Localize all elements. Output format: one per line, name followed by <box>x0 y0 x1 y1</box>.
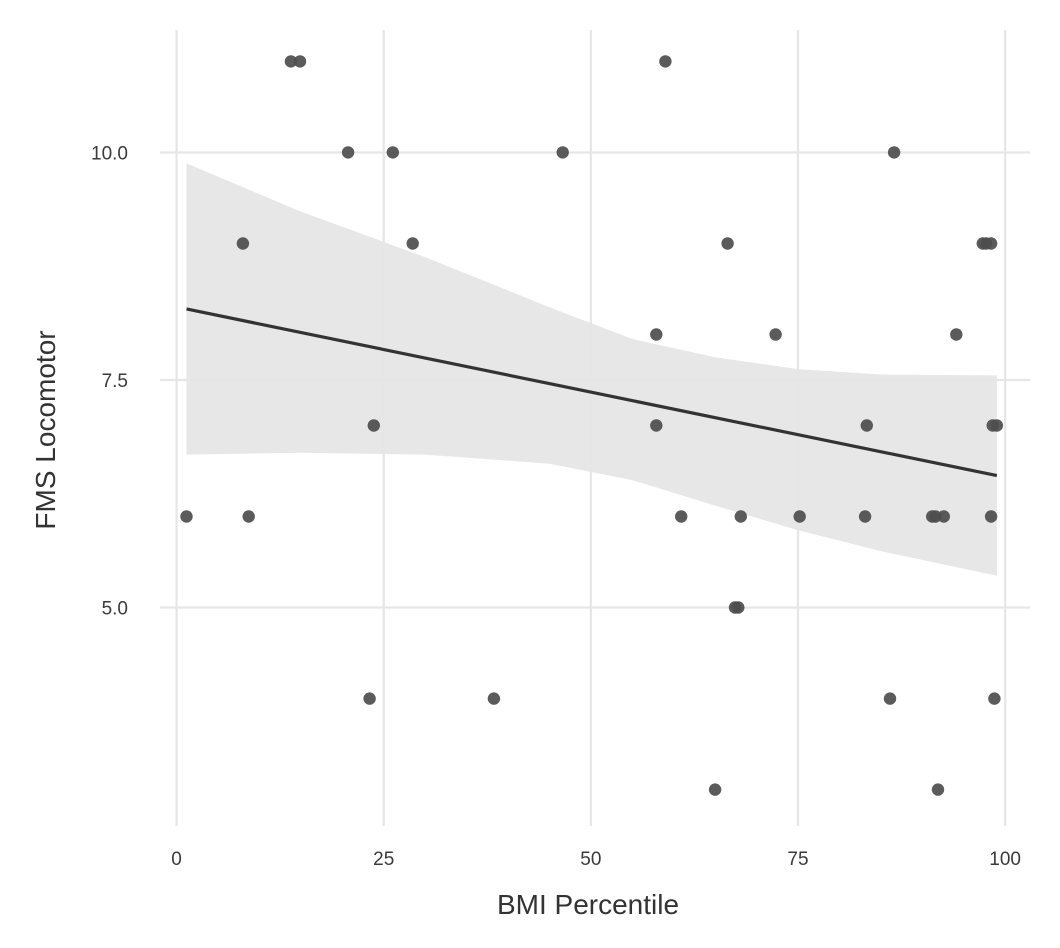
x-axis-title: BMI Percentile <box>497 889 679 920</box>
x-tick-label: 75 <box>787 849 808 870</box>
regression-line <box>186 307 998 478</box>
y-axis-title: FMS Locomotor <box>30 330 61 529</box>
data-point <box>708 783 722 796</box>
data-point <box>236 237 250 250</box>
data-point <box>487 692 501 705</box>
data-point <box>363 692 376 705</box>
confidence-band <box>186 163 997 576</box>
x-tick-label: 25 <box>373 849 394 870</box>
data-point <box>931 783 945 796</box>
x-axis-ticks: 0 25 50 75 100 <box>171 849 1021 870</box>
data-point <box>887 146 901 159</box>
data-points <box>180 55 1004 796</box>
data-point <box>650 419 663 432</box>
data-point <box>858 510 872 523</box>
data-point <box>341 146 355 159</box>
data-point <box>659 55 672 68</box>
data-point <box>937 510 950 523</box>
data-point <box>242 510 255 523</box>
data-point <box>293 55 307 68</box>
data-point <box>793 510 806 523</box>
data-point <box>386 146 399 159</box>
data-point <box>990 419 1004 432</box>
data-point <box>675 510 688 523</box>
y-tick-label: 5.0 <box>102 599 128 620</box>
data-point <box>284 55 298 68</box>
regression-line-layer <box>186 307 998 478</box>
data-point <box>367 419 380 432</box>
data-point <box>988 692 1001 705</box>
confidence-band-layer <box>186 163 997 576</box>
data-point <box>984 237 998 250</box>
y-tick-label: 10.0 <box>91 143 128 164</box>
data-point <box>860 419 873 432</box>
y-tick-label: 7.5 <box>102 371 128 392</box>
data-point <box>883 692 897 705</box>
data-point <box>556 146 569 159</box>
data-point <box>180 510 193 523</box>
data-point <box>650 328 663 341</box>
data-point <box>732 601 745 614</box>
data-point <box>769 328 782 341</box>
x-tick-label: 0 <box>171 849 182 870</box>
x-tick-label: 50 <box>580 849 601 870</box>
y-axis-ticks: 5.0 7.5 10.0 <box>91 143 128 619</box>
data-point <box>734 510 747 523</box>
x-tick-label: 100 <box>989 849 1021 870</box>
data-point <box>950 328 963 341</box>
data-point <box>406 237 419 250</box>
data-point <box>721 237 734 250</box>
data-point <box>984 510 998 523</box>
